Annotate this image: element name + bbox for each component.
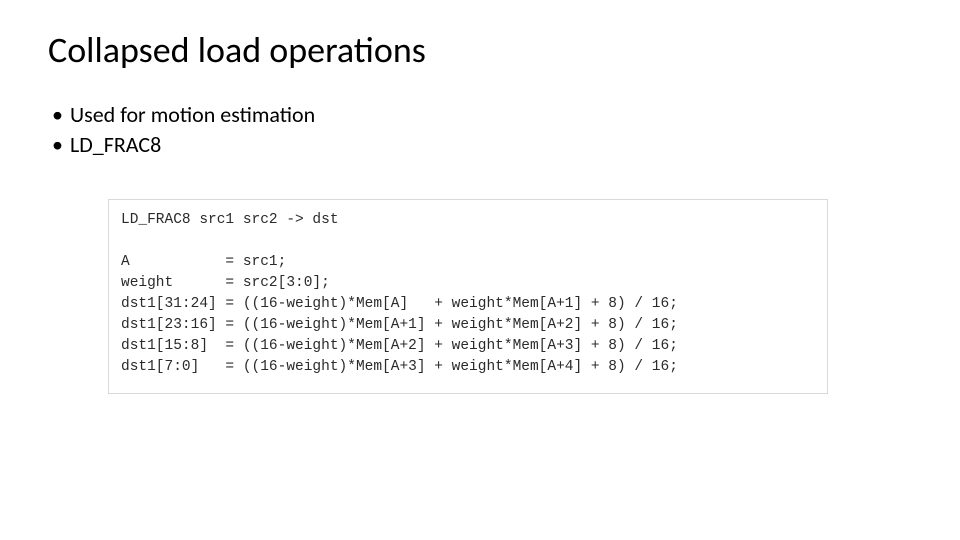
slide-title: Collapsed load operations: [48, 28, 912, 72]
bullet-item: LD_FRAC8: [52, 130, 912, 160]
slide-container: Collapsed load operations Used for motio…: [0, 0, 960, 540]
bullet-item: Used for motion estimation: [52, 100, 912, 130]
bullet-list: Used for motion estimation LD_FRAC8: [52, 100, 912, 159]
code-block: LD_FRAC8 src1 src2 -> dst A = src1; weig…: [108, 199, 828, 393]
